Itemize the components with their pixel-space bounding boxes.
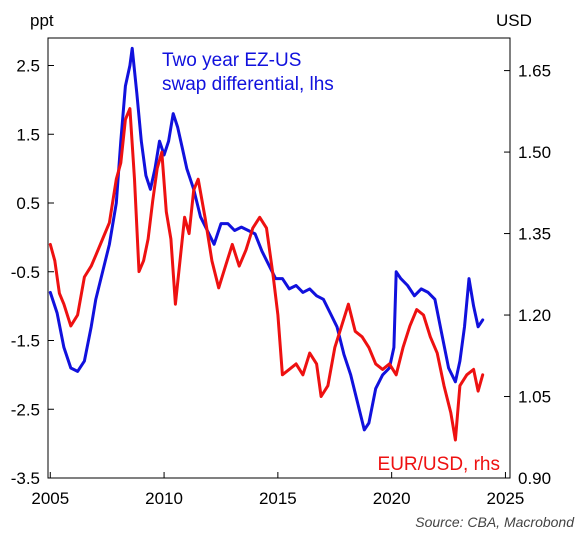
left-tick-label: -2.5 [11,400,40,419]
x-tick-label: 2010 [145,489,183,508]
x-tick-label: 2015 [259,489,297,508]
x-tick-label: 2020 [373,489,411,508]
source-note: Source: CBA, Macrobond [415,514,575,530]
x-axis-ticks: 2005 2010 2015 2020 2025 [31,472,524,508]
right-axis-unit: USD [496,11,532,30]
plot-frame [47,37,511,479]
left-tick-label: -1.5 [11,332,40,351]
right-tick-label: 1.65 [518,62,551,81]
right-tick-label: 0.90 [518,469,551,488]
left-tick-label: 1.5 [16,125,40,144]
right-tick-label: 1.50 [518,143,551,162]
swap-series-label-line1: Two year EZ-US [162,50,301,71]
eurusd-series-label: EUR/USD, rhs [378,454,500,475]
eurusd-line [48,107,485,442]
swap-differential-line [48,46,485,432]
left-tick-label: 0.5 [16,194,40,213]
right-tick-label: 1.05 [518,388,551,407]
right-axis-ticks: 1.65 1.50 1.35 1.20 1.05 0.90 [504,62,551,488]
right-tick-label: 1.20 [518,306,551,325]
left-tick-label: -3.5 [11,469,40,488]
left-tick-label: -0.5 [11,263,40,282]
left-axis-unit: ppt [30,11,54,30]
x-tick-label: 2025 [487,489,525,508]
x-tick-label: 2005 [31,489,69,508]
series-layer [48,46,485,442]
left-tick-label: 2.5 [16,57,40,76]
left-axis-ticks: 2.5 1.5 0.5 -0.5 -1.5 -2.5 -3.5 [11,57,54,488]
right-tick-label: 1.35 [518,225,551,244]
swap-series-label-line2: swap differential, lhs [162,74,334,95]
